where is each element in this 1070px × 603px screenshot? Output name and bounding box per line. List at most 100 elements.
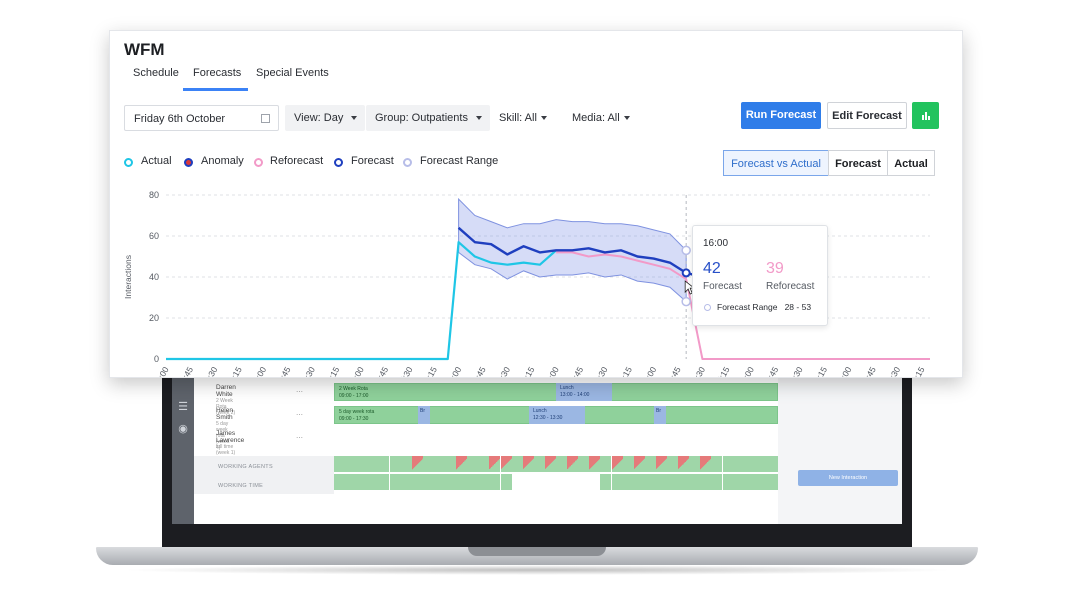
working-time-cell <box>533 474 545 490</box>
forecast-chart: 80 60 40 20 0 Interactions 00:00 00:45 01:30 02:1… <box>123 190 930 377</box>
x-tick-label: 12:45 <box>566 365 585 377</box>
working-time-cell <box>600 474 612 490</box>
caret-down-icon <box>540 116 547 120</box>
agent-count-cell <box>567 456 579 472</box>
bar-chart-icon <box>922 112 930 120</box>
agent-rota: full time (week 1) <box>216 444 236 456</box>
working-cells <box>334 456 778 490</box>
agent-name: James Lawrence <box>216 430 245 444</box>
y-tick-label: 20 <box>149 313 159 323</box>
schedule-timeline: 2 Week Rota 09:00 - 17:00 Lunch 13:00 - … <box>334 352 778 524</box>
media-dropdown[interactable]: Media: All <box>568 105 638 131</box>
break-block[interactable]: Br <box>418 406 430 424</box>
tooltip-range: Forecast Range 28 - 53 <box>717 302 811 312</box>
working-time-cell <box>522 474 534 490</box>
x-tick-label: 16:30 <box>688 365 707 377</box>
agent-count-cell <box>345 456 357 472</box>
edit-forecast-button[interactable]: Edit Forecast <box>827 102 907 129</box>
globe-icon[interactable]: ◉ <box>178 423 188 435</box>
x-tick-label: 18:00 <box>737 365 756 377</box>
view-value: View: Day <box>294 112 344 124</box>
tooltip-reforecast-label: Reforecast <box>766 281 815 292</box>
tooltip-range-value: 28 - 53 <box>784 302 812 312</box>
y-tick-label: 40 <box>149 272 159 282</box>
x-tick-label: 21:45 <box>859 365 878 377</box>
y-tick-label: 0 <box>154 354 159 364</box>
run-forecast-button[interactable]: Run Forecast <box>741 102 821 129</box>
working-time-cell <box>378 474 390 490</box>
agent-list <box>194 352 334 524</box>
x-tick-label: 12:00 <box>542 365 561 377</box>
forecast-card: WFM Schedule Forecasts Special Events Fr… <box>109 30 963 378</box>
agent-count-cell <box>522 456 534 472</box>
calendar-icon[interactable] <box>261 114 270 123</box>
more-icon[interactable]: ⋯ <box>296 389 303 396</box>
list-icon[interactable]: ☰ <box>178 401 188 413</box>
working-time-cell <box>445 474 456 490</box>
shift-label: 2 Week Rota <box>339 386 368 392</box>
agent-count-cell <box>733 456 745 472</box>
legend-anomaly[interactable]: Anomaly <box>201 155 244 167</box>
working-agents-label: WORKING AGENTS <box>218 464 273 470</box>
x-tick-label: 00:45 <box>176 365 195 377</box>
skill-dropdown[interactable]: Skill: All <box>495 105 555 131</box>
lunch-block[interactable]: Lunch 13:00 - 14:00 <box>556 383 612 401</box>
working-time-cell <box>345 474 357 490</box>
working-time-cell <box>644 474 656 490</box>
date-picker[interactable]: Friday 6th October <box>124 105 279 131</box>
agent-count-cell <box>356 456 368 472</box>
legend-actual[interactable]: Actual <box>141 155 172 167</box>
working-time-cell <box>489 474 501 490</box>
chart-view-button[interactable] <box>912 102 939 129</box>
working-time-cell <box>711 474 723 490</box>
lunch-block[interactable]: Lunch 12:30 - 13:30 <box>529 406 585 424</box>
agent-count-cell <box>389 456 401 472</box>
x-tick-label: 09:45 <box>468 365 487 377</box>
working-time-cell <box>689 474 701 490</box>
new-interaction-button[interactable]: New Interaction <box>798 470 898 486</box>
x-tick-label: 15:45 <box>663 365 682 377</box>
laptop-base <box>96 547 978 565</box>
tab-forecasts[interactable]: Forecasts <box>193 67 242 79</box>
forecast-line <box>457 226 695 277</box>
forecast-range-icon <box>704 304 711 311</box>
agent-count-cell <box>478 456 490 472</box>
agent-count-cell <box>700 456 712 472</box>
agent-count-cell <box>334 456 345 472</box>
more-icon[interactable]: ⋯ <box>296 435 303 442</box>
break-block[interactable]: Br <box>654 406 666 424</box>
media-value: Media: All <box>572 112 620 124</box>
agent-count-cell <box>633 456 645 472</box>
working-time-cell <box>700 474 712 490</box>
toggle-forecast-vs-actual[interactable]: Forecast vs Actual <box>723 150 829 176</box>
toggle-forecast[interactable]: Forecast <box>828 150 888 176</box>
working-time-cell <box>667 474 678 490</box>
x-tick-label: 03:45 <box>273 365 292 377</box>
tab-special-events[interactable]: Special Events <box>256 67 329 79</box>
group-dropdown[interactable]: Group: Outpatients <box>366 105 490 131</box>
working-time-cell <box>655 474 667 490</box>
shift-time: 09:00 - 17:30 <box>339 416 369 422</box>
toggle-actual[interactable]: Actual <box>887 150 935 176</box>
x-tick-label: 06:00 <box>346 365 365 377</box>
view-dropdown[interactable]: View: Day <box>285 105 366 131</box>
date-value: Friday 6th October <box>134 113 226 125</box>
agent-count-cell <box>622 456 634 472</box>
working-time-cell <box>622 474 634 490</box>
tab-schedule[interactable]: Schedule <box>133 67 179 79</box>
range-high-marker <box>681 245 691 256</box>
legend-forecast-range[interactable]: Forecast Range <box>420 155 499 167</box>
agent-count-cell <box>667 456 678 472</box>
agent-count-cell <box>689 456 701 472</box>
working-time-cell <box>433 474 445 490</box>
legend-reforecast[interactable]: Reforecast <box>270 155 324 167</box>
x-tick-label: 22:30 <box>883 365 902 377</box>
working-time-cell <box>334 474 345 490</box>
x-tick-label: 17:15 <box>712 365 731 377</box>
legend-forecast[interactable]: Forecast <box>351 155 394 167</box>
x-tick-label: 06:45 <box>371 365 390 377</box>
shift-label: 5 day week rota <box>339 409 375 415</box>
working-time-cell <box>611 474 623 490</box>
more-icon[interactable]: ⋯ <box>296 412 303 419</box>
agent-count-cell <box>544 456 556 472</box>
